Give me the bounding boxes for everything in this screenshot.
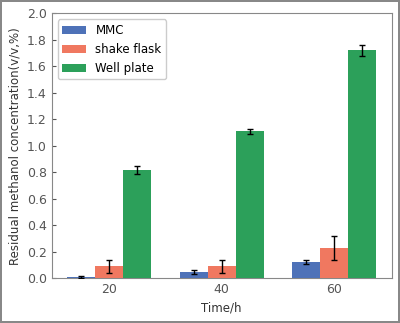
- Bar: [123, 170, 152, 278]
- Y-axis label: Residual methanol concentration(v/v,%): Residual methanol concentration(v/v,%): [8, 27, 21, 265]
- Bar: [292, 262, 320, 278]
- Bar: [208, 266, 236, 278]
- X-axis label: Time/h: Time/h: [202, 302, 242, 315]
- Bar: [320, 248, 348, 278]
- Bar: [236, 131, 264, 278]
- Legend: MMC, shake flask, Well plate: MMC, shake flask, Well plate: [58, 19, 166, 79]
- Bar: [348, 50, 376, 278]
- Bar: [67, 277, 95, 278]
- Bar: [95, 266, 123, 278]
- Bar: [180, 272, 208, 278]
